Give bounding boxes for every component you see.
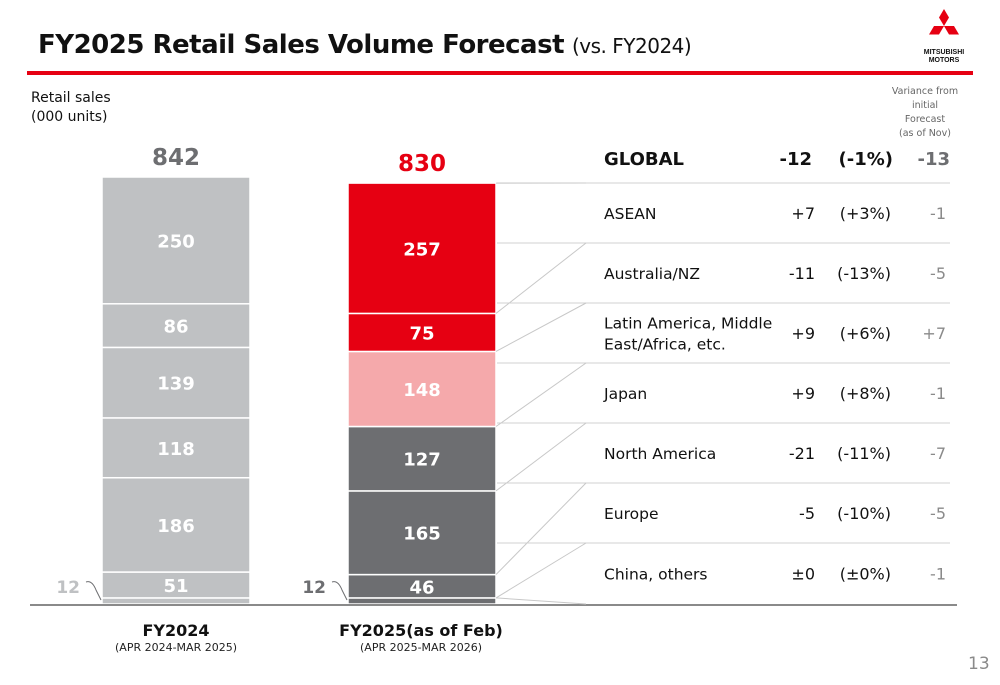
logo-line-1: MITSUBISHI [923,49,965,56]
table-global-change: -12 [779,149,812,170]
table-row-pct-0: (+3%) [840,204,891,223]
table-row-variance-5: -5 [930,504,946,523]
table-row-change-1: -11 [789,264,815,283]
bar-0-small-segment-leader [85,581,102,601]
bar-0-segment-label-1: 51 [163,576,188,597]
logo-line-2: MOTORS [928,57,960,64]
table-row-pct-5: (-10%) [837,504,891,523]
table-row-change-5: -5 [799,504,815,523]
bar-0-segment-label-6: 250 [157,231,195,252]
title-text: FY2025 Retail Sales Volume Forecast [38,30,565,60]
table-row-region-6: China, others [604,566,708,584]
connector-line-1 [495,242,587,314]
x-category-fy2024: FY2024 (APR 2024-MAR 2025) [56,621,296,654]
y-axis-label: Retail sales (000 units) [31,90,111,125]
bar-1-small-segment-label: 12 [302,578,326,598]
page-title: FY2025 Retail Sales Volume Forecast (vs. … [38,30,692,60]
page-subtitle: (vs. FY2024) [572,34,692,58]
table-row-region-1: Australia/NZ [604,265,700,283]
bar-1-segment-4 [347,350,497,428]
table-row-region-3: Japan [603,385,647,403]
table-row-variance-0: -1 [930,204,946,223]
bar-1-segment-label-1: 46 [409,577,434,598]
table-row-pct-1: (-13%) [837,264,891,283]
bar-1-small-segment-leader [331,581,348,601]
table-row-variance-1: -5 [930,264,946,283]
title-underline [27,71,973,75]
table-row-variance-2: +7 [922,324,946,343]
bar-0-segment-5 [101,303,251,349]
table-row-change-3: +9 [791,384,815,403]
table-row-change-4: -21 [789,444,815,463]
table-row-variance-3: -1 [930,384,946,403]
table-row-region-2-line-1: East/Africa, etc. [604,336,726,354]
connector-line-bottom [495,597,587,605]
bar-0-total-label: 842 [152,145,200,171]
connector-line-5 [495,482,587,575]
x-label-fy2025-year: FY2025 [339,621,407,640]
bar-1-segment-label-3: 127 [403,450,441,471]
connector-line-2 [495,302,587,352]
table-global-region: GLOBAL [604,149,684,170]
table-row-pct-2: (+6%) [840,324,891,343]
bar-1-segment-label-5: 75 [409,323,434,344]
bar-1-segment-0 [347,597,497,605]
connector-line-4 [495,422,587,492]
bar-1-segment-5 [347,312,497,353]
table-row-change-6: ±0 [791,565,815,584]
variance-column-header: Variance from initial Forecast (as of No… [891,86,959,139]
mitsubishi-diamond-logo-icon [929,9,959,35]
bar-0-segment-label-4: 139 [157,374,195,395]
page-number: 13 [968,654,990,674]
bar-1-segment-6 [347,182,497,315]
table-row-region-5: Europe [604,505,659,523]
bar-1-segment-label-6: 257 [403,239,441,260]
brand-logo: MITSUBISHI MOTORS [920,8,968,65]
connector-line-3 [495,362,587,427]
table-row-pct-6: (±0%) [840,565,891,584]
bar-0-segment-2 [101,476,251,573]
table-row-change-0: +7 [791,204,815,223]
table-row-region-0: ASEAN [604,205,656,223]
bar-0-small-segment-label: 12 [56,578,80,598]
bar-0-segment-6 [101,176,251,305]
table-row-region-4: North America [604,445,716,463]
bar-1-total-label: 830 [398,151,446,177]
table-row-pct-3: (+8%) [840,384,891,403]
bar-0-segment-label-2: 186 [157,516,195,537]
table-row-variance-6: -1 [930,565,946,584]
x-sublabel-fy2025: (APR 2025-MAR 2026) [360,641,482,654]
x-label-fy2025: FY2025(as of Feb) [301,621,541,640]
x-label-fy2024: FY2024 [142,621,210,640]
table-global-variance: -13 [917,149,950,170]
table-row-variance-4: -7 [930,444,946,463]
x-sublabel-fy2024: (APR 2024-MAR 2025) [115,641,237,654]
bar-0-segment-label-5: 86 [163,317,188,338]
bar-1-segment-3 [347,425,497,492]
bar-0-segment-label-3: 118 [157,439,195,460]
bar-1-segment-2 [347,490,497,576]
logo-wordmark: MITSUBISHI MOTORS [920,49,968,65]
x-label-fy2025-suffix: (as of Feb) [406,621,503,640]
bar-1-segment-label-2: 165 [403,524,441,545]
bar-1-segment-label-4: 148 [403,380,441,401]
x-category-fy2025: FY2025(as of Feb) (APR 2025-MAR 2026) [301,621,541,654]
table-row-pct-4: (-11%) [837,444,891,463]
bar-0-segment-0 [101,597,251,605]
table-row-change-2: +9 [791,324,815,343]
table-row-region-2-line-0: Latin America, Middle [604,315,772,333]
table-global-pct: (-1%) [839,149,893,170]
connector-line-6 [495,542,587,599]
